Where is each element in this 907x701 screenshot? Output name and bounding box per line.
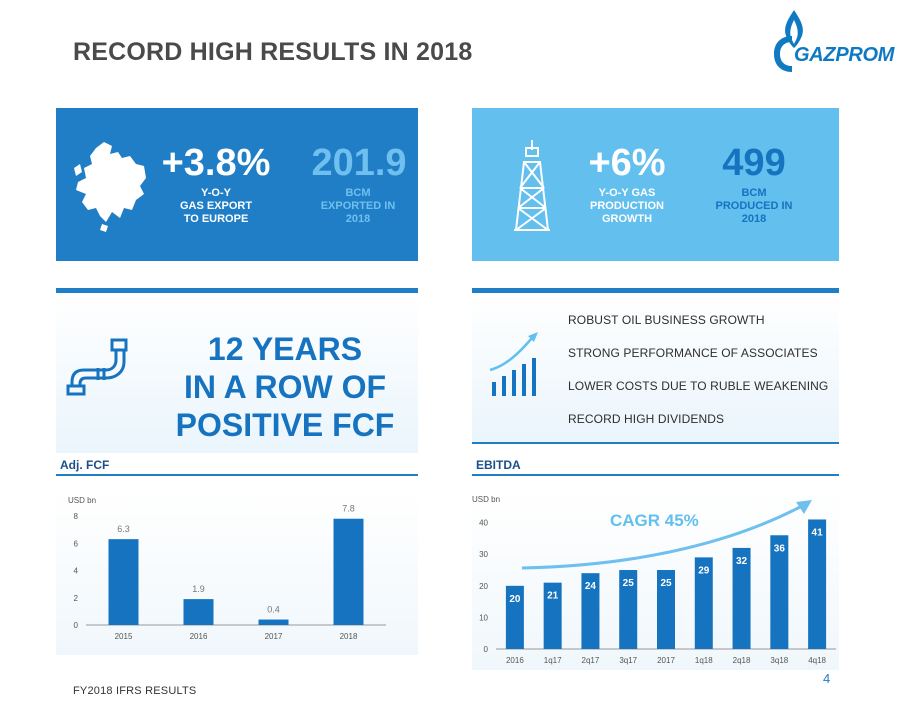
x-tick-label: 2017 [265,632,283,641]
x-tick-label: 2016 [190,632,208,641]
cagr-annotation: CAGR 45% [610,511,699,530]
data-label: 7.8 [342,504,355,514]
y-tick-label: 6 [74,539,79,548]
logo-text: GAZPROM [794,44,895,66]
export-volume-label: BCM EXPORTED IN 2018 [320,187,396,225]
x-tick-label: 1q18 [695,656,713,665]
bar [732,547,751,649]
highlights-list: ROBUST OIL BUSINESS GROWTH STRONG PERFOR… [568,312,828,444]
data-label: 20 [509,594,521,605]
y-tick-label: 8 [74,512,79,521]
y-tick-label: 30 [479,550,488,559]
data-label: 24 [585,581,597,592]
pipe-icon [66,338,128,396]
growth-chart-icon [489,332,538,396]
list-item: RECORD HIGH DIVIDENDS [568,412,725,426]
x-tick-label: 2018 [340,632,358,641]
production-stat-box: +6% Y-O-Y GAS PRODUCTION GROWTH 499 BCM … [472,108,839,261]
x-tick-label: 2q18 [733,656,751,665]
export-stat-box: +3.8% Y-O-Y GAS EXPORT TO EUROPE 201.9 B… [56,108,418,261]
y-tick-label: 2 [74,594,79,603]
data-label: 36 [774,543,786,554]
x-tick-label: 2016 [506,656,524,665]
x-tick-label: 3q18 [770,656,788,665]
x-tick-label: 2015 [115,632,133,641]
data-label: 1.9 [192,584,205,594]
bar [108,539,139,625]
list-item: STRONG PERFORMANCE OF ASSOCIATES [568,346,818,360]
fcf-bar-chart: USD bn 0 2 4 6 8 2015 6.3 2016 1.9 2017 0.4 2018 7.8 [68,496,386,641]
data-label: 0.4 [267,605,280,615]
production-volume-label: BCM PRODUCED IN 2018 [715,187,793,225]
bar [657,570,675,649]
bar [694,557,713,649]
list-item: ROBUST OIL BUSINESS GROWTH [568,313,765,327]
bar [808,519,827,649]
footer-text: FY2018 IFRS RESULTS [73,685,197,697]
x-tick-label: 2q17 [582,656,600,665]
y-tick-label: 40 [479,519,488,528]
y-axis-unit-label: USD bn [472,495,500,504]
y-axis-unit-label: USD bn [68,496,96,505]
data-label: 25 [660,578,672,589]
fcf-panel [56,288,418,453]
page-number: 4 [823,671,831,686]
bar [505,585,524,649]
export-growth-value: +3.8% [161,142,271,184]
ebitda-chart-title: EBITDA [476,458,521,472]
x-tick-label: 1q17 [544,656,562,665]
ebitda-bar-chart: USD bn 0 10 20 30 40 2016 20 1q17 21 2q17 24 3q17 25 2… [472,495,836,665]
production-growth-label: Y-O-Y GAS PRODUCTION GROWTH [590,187,664,225]
x-tick-label: 2017 [657,656,675,665]
divider [472,474,839,476]
export-growth-label: Y-O-Y GAS EXPORT TO EUROPE [179,187,253,225]
gas-rig-icon [514,140,550,231]
highlights-panel [472,288,839,444]
x-tick-label: 4q18 [808,656,826,665]
bar [258,619,289,625]
bar [770,535,789,649]
bar [581,573,600,649]
data-label: 25 [623,578,635,589]
bar [183,599,214,625]
list-item: LOWER COSTS DUE TO RUBLE WEAKENING [568,379,829,393]
data-label: 41 [812,527,824,538]
y-tick-label: 0 [74,621,79,630]
y-tick-label: 10 [479,613,488,622]
cagr-arrow [521,504,803,570]
production-volume-value: 499 [722,142,786,184]
data-label: 21 [547,591,559,602]
europe-map-icon [74,142,146,232]
cagr-arrowhead [796,500,812,514]
bar [543,582,562,649]
production-growth-value: +6% [588,142,666,184]
bar [333,518,364,625]
gazprom-logo: GAZPROM [760,6,900,76]
export-volume-value: 201.9 [311,142,407,184]
data-label: 6.3 [117,524,130,534]
data-label: 29 [698,565,710,576]
x-tick-label: 3q17 [619,656,637,665]
y-tick-label: 0 [484,645,489,654]
page-title: RECORD HIGH RESULTS IN 2018 [73,38,473,66]
data-label: 32 [736,556,748,567]
flame-icon [774,10,803,72]
y-tick-label: 20 [479,582,488,591]
fcf-chart-title: Adj. FCF [60,458,110,472]
fcf-headline: 12 YEARS IN A ROW OF POSITIVE FCF [175,331,395,443]
y-tick-label: 4 [74,567,79,576]
bar [619,570,638,649]
divider [56,474,418,476]
